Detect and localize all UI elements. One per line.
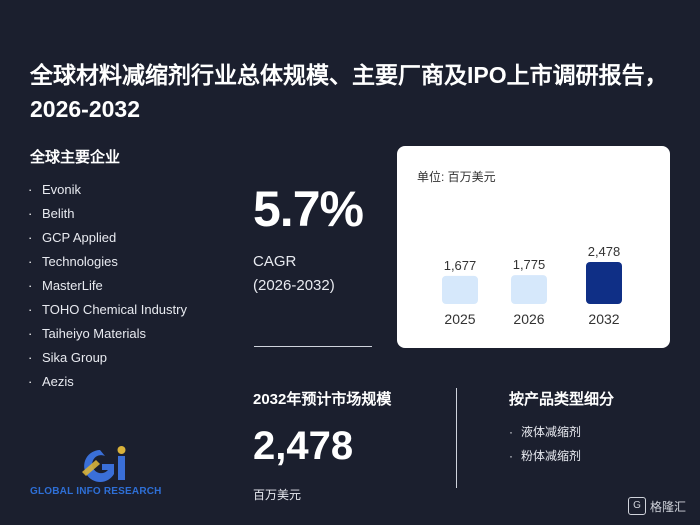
cagr-value: 5.7% [253, 181, 364, 237]
bar-value-label: 1,775 [513, 257, 546, 272]
gi-logo-icon [82, 446, 126, 482]
watermark: G 格隆汇 [627, 497, 686, 515]
watermark-text: 格隆汇 [649, 499, 686, 514]
company-item: TOHO Chemical Industry [28, 298, 228, 322]
bar-2026 [511, 275, 547, 304]
vertical-divider [456, 388, 457, 488]
company-item: MasterLife [28, 274, 228, 298]
company-item: Technologies [28, 250, 228, 274]
divider [254, 346, 372, 347]
chart-unit-label: 单位: 百万美元 [417, 170, 496, 184]
bar-value-label: 2,478 [588, 244, 621, 259]
company-item: Aezis [28, 370, 228, 394]
segment-item: 液体减缩剂 [509, 420, 679, 444]
market-size-unit: 百万美元 [253, 488, 302, 502]
bar-2032 [586, 262, 622, 304]
companies-heading: 全球主要企业 [30, 149, 121, 166]
category-label: 2032 [588, 311, 619, 327]
page-title: 全球材料减缩剂行业总体规模、主要厂商及IPO上市调研报告，2026-2032 [30, 62, 668, 122]
market-size-value: 2,478 [253, 424, 354, 468]
chart-card: 单位: 百万美元 1,677 2025 1,775 2026 2,478 2032 [397, 146, 670, 348]
category-label: 2025 [444, 311, 475, 327]
segment-item: 粉体减缩剂 [509, 444, 679, 468]
company-item: GCP Applied [28, 226, 228, 250]
cagr-label: CAGR [253, 253, 297, 270]
company-item: Sika Group [28, 346, 228, 370]
segments-heading: 按产品类型细分 [509, 391, 615, 408]
category-label: 2026 [513, 311, 544, 327]
company-item: Taiheiyo Materials [28, 322, 228, 346]
bar-chart: 1,677 2025 1,775 2026 2,478 2032 [442, 244, 622, 327]
bar-value-label: 1,677 [444, 258, 477, 273]
company-item: Evonik [28, 178, 228, 202]
segment-list: 液体减缩剂 粉体减缩剂 [509, 420, 679, 468]
bar-2025 [442, 275, 478, 304]
cagr-period: (2026-2032) [253, 277, 335, 294]
company-item: Belith [28, 202, 228, 226]
logo-text: GLOBAL INFO RESEARCH [30, 486, 162, 497]
company-list: Evonik Belith GCP Applied Technologies M… [28, 178, 228, 394]
g-logo-icon: G [627, 497, 646, 515]
market-size-heading: 2032年预计市场规模 [253, 391, 392, 408]
